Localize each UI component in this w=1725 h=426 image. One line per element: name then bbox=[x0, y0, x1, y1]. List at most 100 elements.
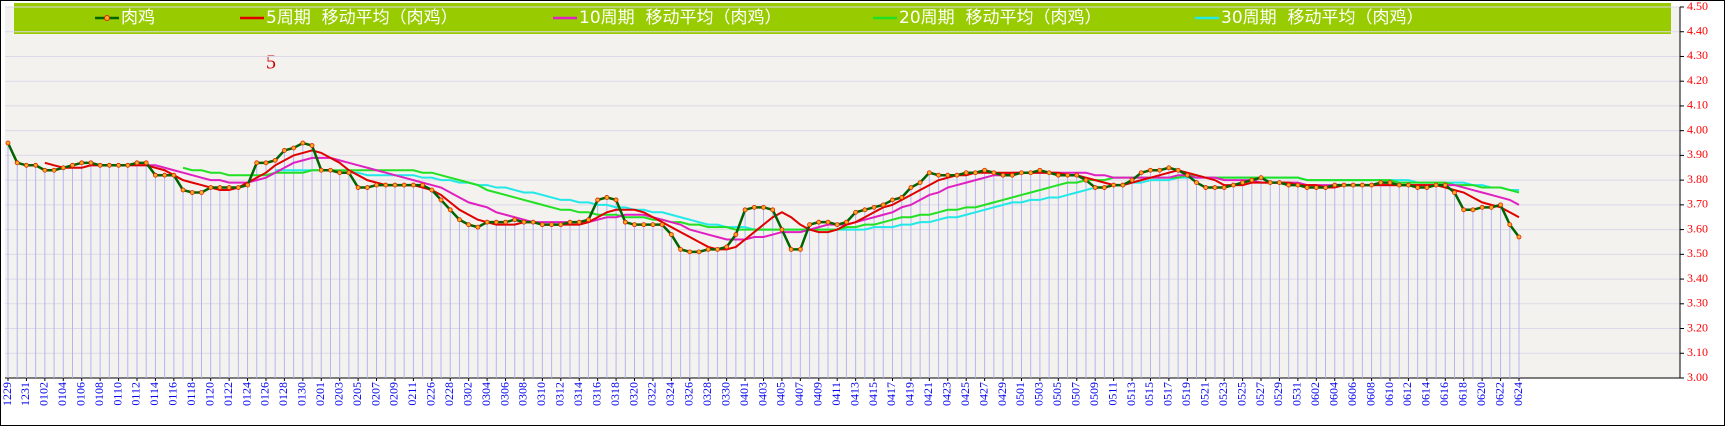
point-marker bbox=[125, 162, 131, 168]
legend-label: 肉鸡 bbox=[121, 8, 155, 28]
point-marker bbox=[779, 227, 785, 233]
point-marker bbox=[364, 185, 370, 190]
point-marker bbox=[945, 172, 951, 178]
point-marker bbox=[530, 219, 536, 225]
x-tick-label: 0610 bbox=[1382, 382, 1396, 406]
point-marker bbox=[143, 160, 149, 166]
legend-bar bbox=[14, 3, 1671, 34]
point-marker bbox=[1369, 182, 1374, 188]
x-tick-label: 0403 bbox=[755, 382, 769, 406]
point-marker bbox=[1249, 177, 1255, 183]
point-marker bbox=[1138, 170, 1144, 176]
x-tick-label: 0529 bbox=[1271, 382, 1285, 406]
point-marker bbox=[622, 219, 628, 225]
x-tick-label: 0417 bbox=[884, 382, 898, 406]
y-tick-label: 3.70 bbox=[1687, 197, 1708, 211]
point-marker bbox=[1313, 185, 1319, 190]
x-tick-label: 0108 bbox=[92, 382, 106, 406]
point-marker bbox=[309, 143, 315, 148]
point-marker bbox=[235, 185, 241, 190]
y-tick-label: 3.50 bbox=[1687, 246, 1708, 260]
point-marker bbox=[613, 197, 619, 203]
point-marker bbox=[199, 190, 204, 195]
x-tick-label: 0620 bbox=[1474, 382, 1488, 406]
point-marker bbox=[1194, 180, 1199, 186]
x-tick-label: 0419 bbox=[903, 382, 917, 406]
point-marker bbox=[79, 160, 85, 166]
y-tick-label: 4.50 bbox=[1687, 0, 1708, 13]
x-tick-label: 0122 bbox=[221, 382, 235, 406]
point-marker bbox=[97, 162, 103, 168]
point-marker bbox=[834, 222, 840, 228]
x-tick-label: 0203 bbox=[331, 382, 345, 406]
point-marker bbox=[1433, 182, 1439, 188]
point-marker bbox=[687, 249, 693, 255]
point-marker bbox=[604, 195, 610, 200]
x-tick-label: 0328 bbox=[700, 382, 714, 406]
plot-background bbox=[5, 7, 1680, 378]
point-marker bbox=[982, 167, 988, 173]
point-marker bbox=[632, 222, 637, 228]
point-marker bbox=[328, 167, 333, 173]
x-tick-label: 0211 bbox=[405, 382, 419, 406]
x-tick-label: 0606 bbox=[1345, 382, 1359, 406]
point-marker bbox=[318, 167, 324, 173]
point-marker bbox=[1387, 180, 1393, 186]
point-marker bbox=[1359, 182, 1365, 188]
x-tick-label: 0523 bbox=[1216, 382, 1230, 406]
point-marker bbox=[650, 222, 656, 228]
x-tick-label: 0616 bbox=[1437, 382, 1451, 406]
x-tick-label: 0326 bbox=[682, 382, 696, 406]
point-marker bbox=[1203, 185, 1209, 190]
point-marker bbox=[1009, 172, 1015, 178]
point-marker bbox=[429, 187, 435, 193]
point-marker bbox=[1442, 182, 1448, 188]
y-tick-label: 3.40 bbox=[1687, 271, 1708, 285]
point-marker bbox=[51, 167, 57, 173]
x-tick-label: 0304 bbox=[479, 382, 493, 406]
x-tick-label: 0401 bbox=[737, 382, 751, 406]
point-marker bbox=[1000, 172, 1006, 178]
x-tick-label: 0505 bbox=[1050, 382, 1064, 406]
point-marker bbox=[917, 180, 923, 186]
x-tick-label: 1229 bbox=[0, 382, 14, 406]
x-tick-label: 0330 bbox=[718, 382, 732, 406]
point-marker bbox=[733, 232, 739, 237]
point-marker bbox=[493, 219, 499, 225]
point-marker bbox=[751, 204, 757, 210]
x-tick-label: 0501 bbox=[1013, 382, 1027, 406]
point-marker bbox=[374, 182, 379, 188]
x-tick-label: 0421 bbox=[921, 382, 935, 406]
x-tick-label: 0306 bbox=[497, 382, 511, 406]
point-marker bbox=[180, 187, 186, 193]
point-marker bbox=[410, 182, 416, 188]
point-marker bbox=[825, 219, 831, 225]
x-tick-label: 0128 bbox=[276, 382, 290, 406]
point-marker bbox=[245, 182, 250, 188]
point-marker bbox=[963, 170, 969, 176]
point-marker bbox=[484, 219, 490, 225]
point-marker bbox=[171, 172, 177, 178]
point-marker bbox=[282, 148, 287, 153]
point-marker bbox=[1157, 167, 1163, 173]
point-marker bbox=[1037, 167, 1043, 173]
x-tick-label: 0517 bbox=[1161, 382, 1175, 406]
point-marker bbox=[1488, 204, 1494, 210]
point-marker bbox=[1019, 170, 1024, 176]
point-marker bbox=[788, 246, 794, 252]
point-marker bbox=[1083, 177, 1089, 183]
y-tick-label: 3.60 bbox=[1687, 221, 1708, 235]
point-marker bbox=[1452, 190, 1457, 195]
point-marker bbox=[88, 160, 94, 166]
point-marker bbox=[33, 162, 39, 168]
point-marker bbox=[1396, 182, 1402, 188]
point-marker bbox=[42, 167, 48, 173]
x-tick-label: 0519 bbox=[1179, 382, 1193, 406]
point-marker bbox=[272, 157, 278, 163]
x-tick-label: 0114 bbox=[147, 382, 161, 406]
point-marker bbox=[153, 172, 158, 178]
x-tick-label: 0405 bbox=[774, 382, 788, 406]
x-tick-label: 0407 bbox=[792, 382, 806, 406]
